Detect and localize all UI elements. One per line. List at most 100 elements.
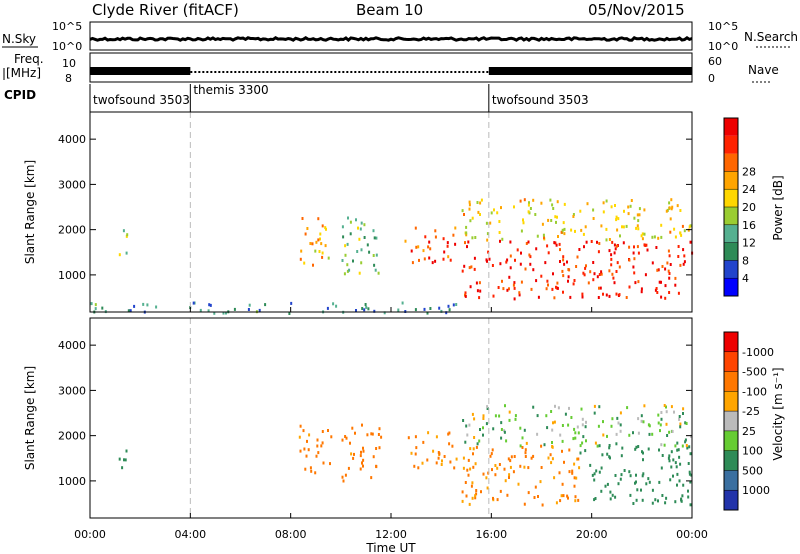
scatter-point [637,280,640,284]
scatter-point [623,469,626,472]
scatter-point [636,488,639,492]
scatter-point [572,215,575,218]
scatter-point [646,248,649,252]
scatter-point [581,423,584,427]
scatter-point [597,250,600,254]
scatter-point [547,218,550,222]
scatter-point [288,312,291,315]
scatter-point [315,240,318,244]
velocity-colorbar-tick-4: -25 [742,405,760,418]
scatter-point [679,425,682,429]
scatter-point [664,267,667,271]
scatter-point [432,449,435,453]
scatter-point [345,436,348,440]
scatter-point [611,272,614,276]
scatter-point [562,221,565,225]
scatter-point [555,243,558,247]
scatter-point [505,260,508,264]
scatter-point [665,422,668,426]
scatter-point [550,219,553,222]
scatter-point [488,257,491,261]
scatter-point [523,198,526,202]
x-axis-label: Time UT [365,541,416,554]
scatter-point [576,255,579,259]
scatter-point [454,226,457,230]
scatter-point [520,251,522,255]
scatter-point [581,292,584,296]
scatter-point [506,288,509,292]
scatter-point [358,237,361,241]
scatter-point [670,207,673,211]
scatter-point [462,456,465,460]
scatter-point [591,473,594,477]
scatter-point [352,259,354,263]
velocity-colorbar-label: Velocity [m s⁻¹] [771,367,785,460]
scatter-point [640,414,643,418]
scatter-point [474,494,477,498]
scatter-point [508,473,511,477]
nave-tick-top: 60 [708,55,722,68]
scatter-point [561,449,563,453]
scatter-point [660,466,663,470]
scatter-point [509,240,512,244]
scatter-point [321,441,324,445]
scatter-point [674,276,677,280]
scatter-point [446,244,449,248]
scatter-point [125,251,128,255]
scatter-point [506,493,509,497]
scatter-point [464,294,467,298]
scatter-point [669,478,672,482]
power-panel: 1000 2000 3000 4000 Slant Range [km] [23,111,694,315]
scatter-point [593,411,596,415]
scatter-point [546,426,549,430]
scatter-point [645,243,648,247]
scatter-point [633,216,636,220]
scatter-point [468,423,471,427]
scatter-point [689,480,692,484]
scatter-point [375,465,378,469]
scatter-point [580,407,583,411]
scatter-point [563,460,565,464]
scatter-point [94,307,97,311]
scatter-point [469,285,472,289]
scatter-point [373,236,376,240]
scatter-point [468,200,471,204]
scatter-point [668,206,671,210]
scatter-point [535,279,538,283]
velocity-ylabel: Slant Range [km] [23,366,37,470]
scatter-point [645,482,648,486]
scatter-point [551,441,553,444]
scatter-point [299,257,302,261]
scatter-point [351,426,354,430]
scatter-point [664,284,667,288]
scatter-point [478,439,481,443]
scatter-point [656,291,659,294]
scatter-point [519,262,522,266]
scatter-point [521,436,524,440]
scatter-point [306,227,309,230]
scatter-point [553,420,556,424]
nave-label: Nave [748,63,779,77]
scatter-point [641,237,644,241]
scatter-point [651,235,654,239]
scatter-point [574,229,576,233]
scatter-point [480,490,482,494]
scatter-point [375,447,378,450]
scatter-point [540,201,543,205]
scatter-point [648,480,651,484]
scatter-point [475,445,478,449]
scatter-point [640,290,643,294]
scatter-point [643,232,646,236]
scatter-point [532,405,535,409]
scatter-point [593,272,596,276]
scatter-point [479,201,482,205]
scatter-point [341,475,344,479]
scatter-point [552,272,554,276]
scatter-point [349,232,352,236]
scatter-point [536,234,539,238]
scatter-point [449,258,452,262]
scatter-point [660,235,663,239]
scatter-point [440,309,443,313]
scatter-point [476,289,479,293]
scatter-point [567,268,570,271]
